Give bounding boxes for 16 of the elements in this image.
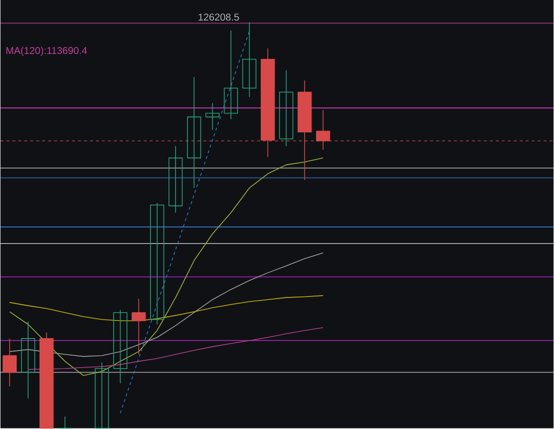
- candlestick: [224, 30, 238, 120]
- candlestick: [113, 310, 128, 384]
- candlestick: [242, 22, 256, 98]
- candlestick: [94, 362, 109, 429]
- candlestick: [150, 202, 164, 325]
- annotation: 126208.5: [198, 14, 239, 21]
- candlestick: [316, 110, 330, 150]
- annotation: MA(120):113690.4: [6, 46, 87, 56]
- candlestick: [2, 338, 17, 388]
- candlestick: [205, 102, 220, 130]
- candlestick: [187, 76, 202, 189]
- candlestick: [58, 416, 72, 429]
- candlestick: [168, 146, 183, 214]
- candlestick: [21, 321, 36, 399]
- candlestick: [279, 70, 294, 147]
- candlestick: [132, 298, 146, 355]
